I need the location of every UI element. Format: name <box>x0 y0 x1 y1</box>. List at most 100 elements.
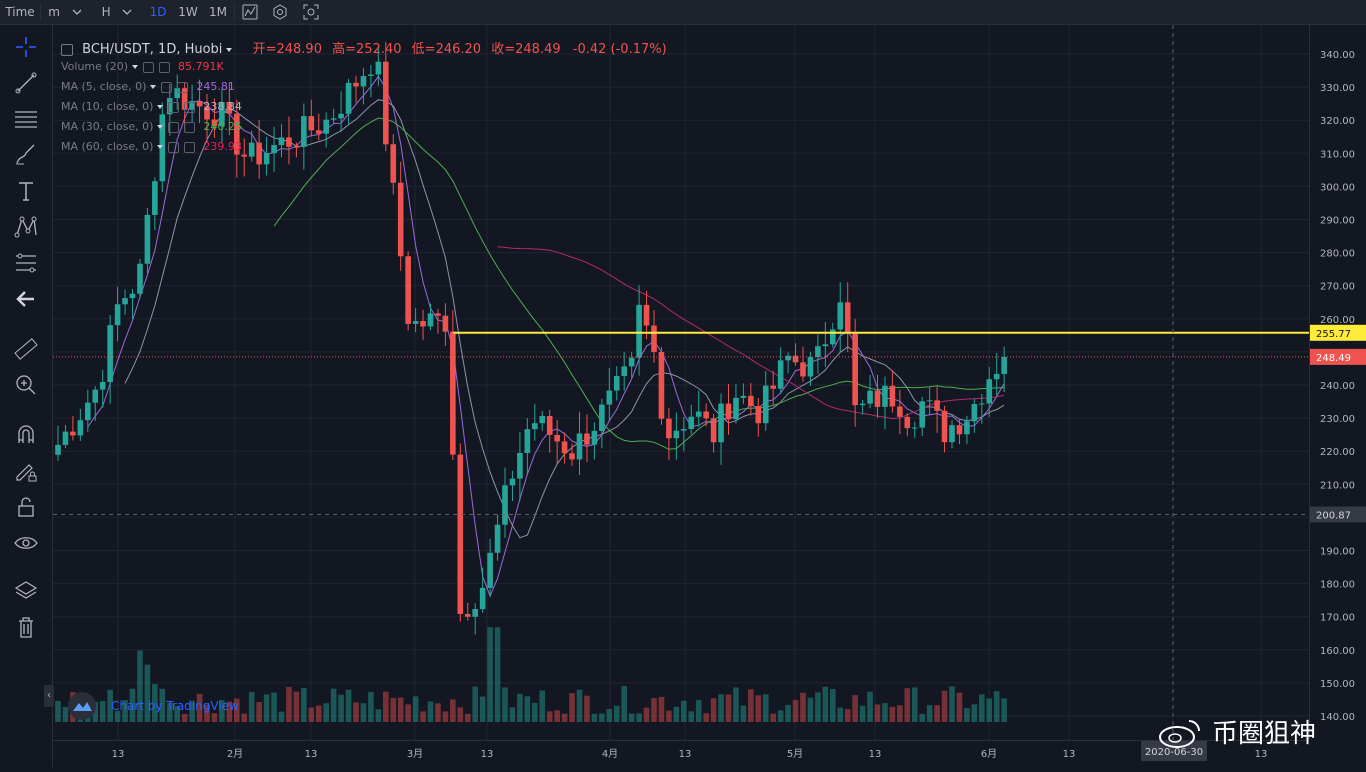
candle-body[interactable] <box>613 376 620 391</box>
candle-body[interactable] <box>234 113 240 155</box>
indicator-legend-row[interactable]: MA (10, close, 0) 238.84 <box>61 100 242 113</box>
candle-body[interactable] <box>509 478 516 486</box>
candle-body[interactable] <box>859 403 866 406</box>
candle-body[interactable] <box>464 613 471 617</box>
candle-body[interactable] <box>621 366 627 377</box>
candle-body[interactable] <box>606 390 613 405</box>
candle-body[interactable] <box>271 145 277 154</box>
fib-icon[interactable] <box>12 249 40 277</box>
candle-body[interactable] <box>725 403 732 420</box>
candlestick-chart[interactable] <box>53 25 1309 740</box>
indicator-legend-row[interactable]: MA (60, close, 0) 239.93 <box>61 140 242 153</box>
candle-body[interactable] <box>390 144 397 183</box>
candle-body[interactable] <box>844 302 851 334</box>
indicator-settings-icon[interactable] <box>161 81 173 93</box>
chart-type-button[interactable] <box>238 0 262 24</box>
chevron-down-icon[interactable] <box>226 47 233 52</box>
candle-body[interactable] <box>777 360 784 389</box>
candle-body[interactable] <box>993 374 1000 380</box>
candle-body[interactable] <box>882 385 888 407</box>
candle-body[interactable] <box>263 153 270 165</box>
candle-body[interactable] <box>174 88 180 99</box>
candle-body[interactable] <box>733 397 739 420</box>
candle-body[interactable] <box>457 454 464 614</box>
candle-body[interactable] <box>248 142 255 157</box>
candle-body[interactable] <box>397 182 404 257</box>
hours-interval-dropdown[interactable]: H <box>100 0 134 24</box>
candle-body[interactable] <box>278 137 285 146</box>
indicator-legend-row[interactable]: MA (30, close, 0) 240.25 <box>61 120 242 133</box>
layers-icon[interactable] <box>12 577 40 605</box>
candle-body[interactable] <box>748 395 754 407</box>
chevron-down-icon[interactable] <box>157 145 164 149</box>
candle-body[interactable] <box>338 113 344 119</box>
candle-body[interactable] <box>92 389 99 403</box>
candle-body[interactable] <box>196 100 203 107</box>
candle-body[interactable] <box>867 390 873 404</box>
candle-body[interactable] <box>301 116 307 147</box>
candle-body[interactable] <box>137 263 143 294</box>
candle-body[interactable] <box>353 82 359 87</box>
candle-body[interactable] <box>785 355 791 361</box>
candle-body[interactable] <box>911 427 918 429</box>
candle-body[interactable] <box>874 390 881 407</box>
arrow-left-icon[interactable] <box>12 285 40 313</box>
time-axis[interactable]: 13 2月 13 3月 13 4月 13 5月 13 6月 13 13 2020-06-30 <box>53 740 1309 768</box>
candle-body[interactable] <box>241 154 248 157</box>
candle-body[interactable] <box>55 444 61 455</box>
candle-body[interactable] <box>479 587 486 610</box>
candle-body[interactable] <box>524 429 531 453</box>
candle-body[interactable] <box>308 116 315 131</box>
collapse-toolbar-button[interactable]: ‹ <box>44 685 54 707</box>
chevron-down-icon[interactable] <box>150 85 157 89</box>
candle-body[interactable] <box>762 385 769 424</box>
candle-body[interactable] <box>561 441 568 454</box>
candle-body[interactable] <box>681 429 687 431</box>
chart-pane[interactable]: BCH/USDT, 1D, Huobi 开=248.90 高=252.40 低=… <box>53 25 1309 740</box>
eye-icon[interactable] <box>12 529 40 557</box>
symbol-name[interactable]: BCH/USDT, 1D, Huobi <box>82 42 223 57</box>
brush-icon[interactable] <box>12 141 40 169</box>
candle-body[interactable] <box>293 146 300 148</box>
crosshair-icon[interactable] <box>12 33 40 61</box>
candle-body[interactable] <box>554 434 560 442</box>
ruler-icon[interactable] <box>12 335 40 363</box>
candle-body[interactable] <box>122 298 128 305</box>
indicator-remove-icon[interactable] <box>184 101 196 113</box>
candle-body[interactable] <box>532 423 538 430</box>
unlock-icon[interactable] <box>12 493 40 521</box>
indicator-settings-icon[interactable] <box>168 101 180 113</box>
horizontal-lines-icon[interactable] <box>12 105 40 133</box>
indicator-legend-row[interactable]: Volume (20) 85.791K <box>61 60 224 73</box>
candle-body[interactable] <box>360 76 367 87</box>
candle-body[interactable] <box>1001 356 1007 375</box>
candle-body[interactable] <box>546 416 553 435</box>
candle-body[interactable] <box>420 321 426 327</box>
candle-body[interactable] <box>986 379 993 404</box>
candle-body[interactable] <box>926 400 933 402</box>
candle-body[interactable] <box>599 404 605 431</box>
candle-body[interactable] <box>584 433 590 445</box>
price-axis[interactable]: 340.00 330.00 320.00 310.00 300.00 290.00 280.… <box>1309 25 1366 740</box>
candle-body[interactable] <box>368 74 374 77</box>
candle-body[interactable] <box>979 403 985 405</box>
pattern-icon[interactable] <box>12 213 40 241</box>
indicator-settings-icon[interactable] <box>143 61 154 73</box>
candle-body[interactable] <box>695 411 702 417</box>
candle-body[interactable] <box>315 130 322 134</box>
candle-body[interactable] <box>971 404 978 422</box>
candle-body[interactable] <box>718 403 724 443</box>
chevron-down-icon[interactable] <box>157 105 164 109</box>
candle-body[interactable] <box>405 256 411 324</box>
candle-body[interactable] <box>755 406 762 424</box>
candle-body[interactable] <box>956 425 963 435</box>
candle-body[interactable] <box>256 142 262 165</box>
candle-body[interactable] <box>688 416 695 430</box>
candle-body[interactable] <box>204 106 210 120</box>
candle-body[interactable] <box>740 395 747 398</box>
candle-body[interactable] <box>323 119 329 134</box>
interval-1w-button[interactable]: 1W <box>178 5 198 19</box>
candle-body[interactable] <box>889 385 896 407</box>
chevron-down-icon[interactable] <box>132 65 138 69</box>
candle-body[interactable] <box>152 181 158 215</box>
